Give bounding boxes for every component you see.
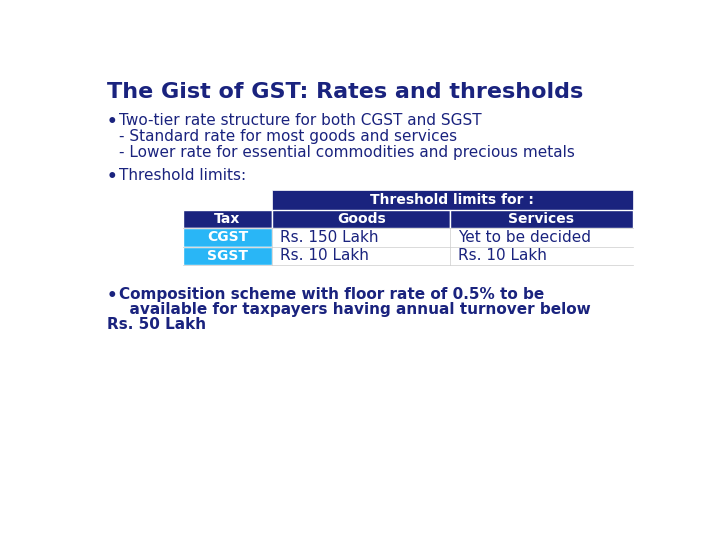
Text: Threshold limits for :: Threshold limits for : [370,193,534,206]
Text: Composition scheme with floor rate of 0.5% to be: Composition scheme with floor rate of 0.… [120,287,545,301]
FancyBboxPatch shape [272,210,451,228]
Text: •: • [107,168,117,186]
Text: Yet to be decided: Yet to be decided [458,230,591,245]
Text: Goods: Goods [337,212,386,226]
Text: SGST: SGST [207,249,248,263]
Text: Two-tier rate structure for both CGST and SGST: Two-tier rate structure for both CGST an… [120,112,482,127]
FancyBboxPatch shape [272,190,632,210]
Text: Rs. 150 Lakh: Rs. 150 Lakh [280,230,379,245]
Text: - Standard rate for most goods and services: - Standard rate for most goods and servi… [120,130,458,145]
FancyBboxPatch shape [451,210,632,228]
Text: available for taxpayers having annual turnover below: available for taxpayers having annual tu… [120,302,591,317]
FancyBboxPatch shape [183,210,272,228]
Text: CGST: CGST [207,230,248,244]
Text: Rs. 50 Lakh: Rs. 50 Lakh [107,318,206,332]
Text: •: • [107,112,117,131]
Text: Rs. 10 Lakh: Rs. 10 Lakh [458,248,547,264]
Text: The Gist of GST: Rates and thresholds: The Gist of GST: Rates and thresholds [107,82,583,102]
FancyBboxPatch shape [183,228,272,247]
Text: Services: Services [508,212,575,226]
Text: Rs. 10 Lakh: Rs. 10 Lakh [280,248,369,264]
Text: Threshold limits:: Threshold limits: [120,168,246,183]
Text: Tax: Tax [215,212,240,226]
FancyBboxPatch shape [183,247,272,265]
Text: - Lower rate for essential commodities and precious metals: - Lower rate for essential commodities a… [120,145,575,160]
Text: •: • [107,287,117,305]
